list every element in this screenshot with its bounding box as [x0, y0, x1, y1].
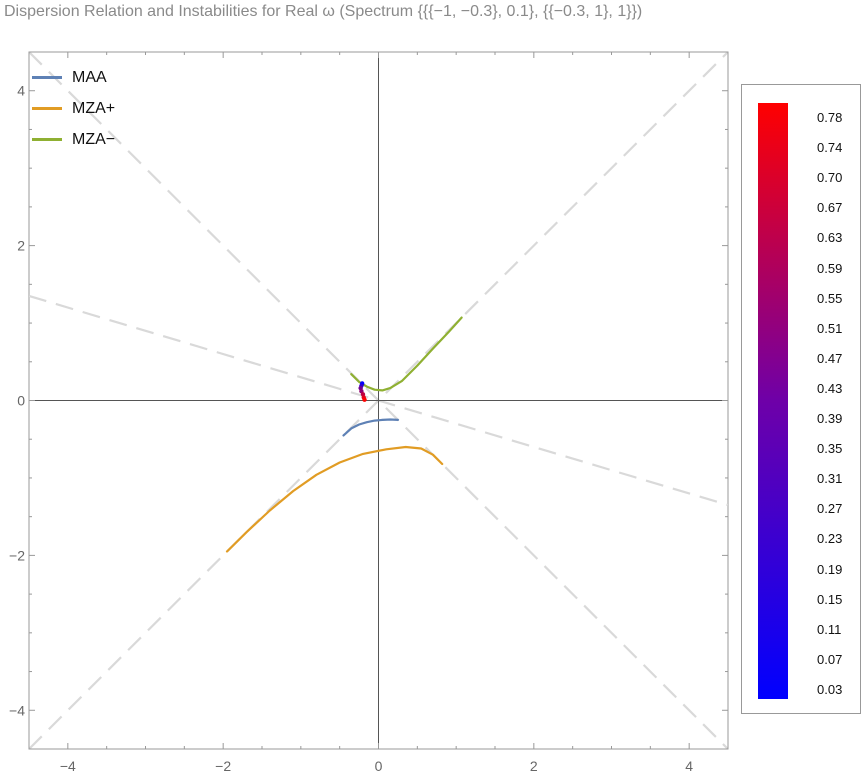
x-tick-label: −4 — [60, 758, 76, 774]
y-tick-label: −2 — [9, 547, 25, 563]
colorbar-tick-label: 0.51 — [817, 320, 843, 336]
colorbar-tick-label: 0.67 — [817, 200, 843, 216]
legend-item-maa: MAA — [32, 62, 115, 93]
legend-swatch-maa — [32, 76, 62, 79]
colorbar-tick-label: 0.74 — [817, 140, 843, 156]
colorbar: 0.78 0.74 0.70 0.67 0.63 0.59 0.55 0.51 0.47 0.43… — [741, 84, 861, 714]
legend: MAA MZA+ MZA− — [32, 62, 115, 155]
colorbar-tick-label: 0.39 — [817, 411, 843, 426]
x-tick-label: 4 — [685, 758, 693, 774]
colorbar-tick-label: 0.31 — [817, 471, 843, 487]
legend-item-mza-plus: MZA+ — [32, 93, 115, 124]
colorbar-tick-label: 0.70 — [817, 170, 843, 186]
legend-item-mza-minus: MZA− — [32, 124, 115, 155]
colorbar-gradient — [758, 103, 788, 699]
colorbar-tick-label: 0.27 — [817, 501, 843, 517]
colorbar-tick-label: 0.11 — [817, 621, 842, 637]
chart-title: Dispersion Relation and Instabilities fo… — [4, 3, 643, 20]
series-line-1 — [225, 445, 444, 553]
legend-swatch-mza-minus — [32, 138, 62, 141]
colorbar-tick-label: 0.63 — [817, 230, 843, 246]
colorbar-tick-label: 0.43 — [817, 380, 843, 396]
legend-swatch-mza-plus — [32, 107, 62, 110]
legend-label-maa: MAA — [72, 68, 107, 86]
x-tick-label: 2 — [530, 758, 538, 774]
series-line-2 — [350, 316, 463, 392]
colorbar-tick-label: 0.07 — [817, 651, 843, 667]
colorbar-tick-label: 0.23 — [817, 531, 843, 547]
colorbar-tick-label: 0.15 — [817, 591, 843, 607]
y-tick-label: −4 — [9, 702, 25, 718]
colorbar-tick-label: 0.78 — [817, 110, 843, 125]
y-tick-label: 0 — [17, 393, 25, 409]
colorbar-tick-label: 0.55 — [817, 290, 843, 306]
series-line-0 — [342, 418, 399, 437]
colorbar-tick-label: 0.59 — [817, 260, 843, 276]
legend-label-mza-minus: MZA− — [72, 130, 116, 148]
colorbar-tick-label: 0.35 — [817, 441, 843, 457]
colorbar-tick-label: 0.03 — [817, 681, 843, 697]
legend-label-mza-plus: MZA+ — [72, 99, 116, 117]
y-tick-label: 2 — [17, 238, 25, 254]
instability-point — [362, 397, 367, 402]
colorbar-tick-label: 0.19 — [817, 561, 843, 577]
y-tick-label: 4 — [17, 83, 25, 99]
colorbar-tick-label: 0.47 — [817, 350, 843, 366]
x-tick-label: −2 — [215, 758, 231, 774]
x-tick-label: 0 — [375, 758, 383, 774]
